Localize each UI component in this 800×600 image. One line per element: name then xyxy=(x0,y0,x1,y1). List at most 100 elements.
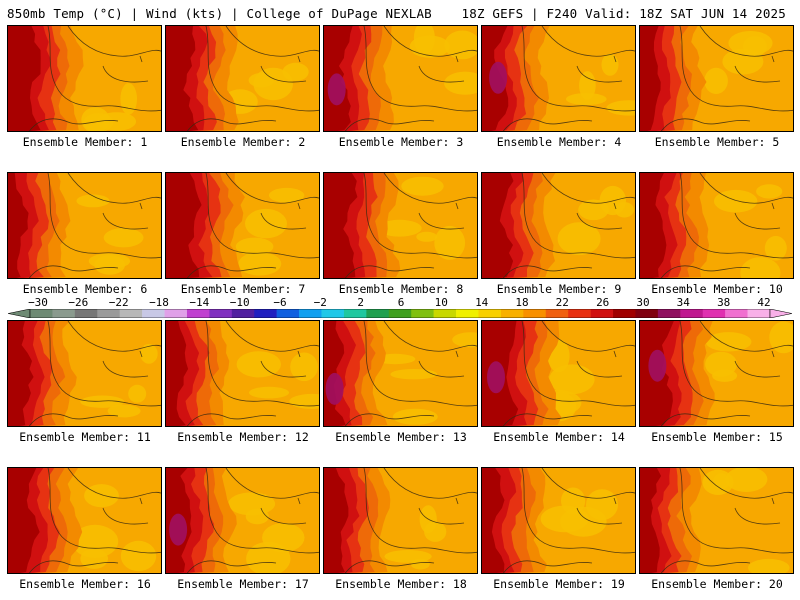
colorbar-tick-label: −30 xyxy=(28,296,48,309)
colorbar-swatch xyxy=(680,309,704,318)
colorbar-swatch xyxy=(590,309,614,318)
colorbar-tick-label: 26 xyxy=(596,296,610,309)
panel-label: Ensemble Member: 12 xyxy=(177,430,309,444)
ensemble-map-panel xyxy=(639,320,794,427)
colorbar-swatch xyxy=(523,309,547,318)
temperature-map xyxy=(166,321,319,426)
colorbar-tick-label: 38 xyxy=(717,296,731,309)
colorbar-swatch xyxy=(456,309,479,318)
temperature-map xyxy=(166,468,319,573)
colorbar-swatch xyxy=(231,309,255,318)
colorbar-swatch xyxy=(30,309,53,318)
colorbar-swatch xyxy=(164,309,188,318)
colorbar-swatch xyxy=(433,309,457,318)
temperature-map xyxy=(482,468,635,573)
ensemble-map-panel xyxy=(481,320,636,427)
ensemble-map-panel xyxy=(323,25,478,132)
ensemble-map-panel xyxy=(7,172,162,279)
ensemble-map-panel xyxy=(7,320,162,427)
panel-label: Ensemble Member: 1 xyxy=(22,135,148,149)
ensemble-map-panel xyxy=(481,467,636,574)
colorbar-tick-labels: −30 −26 −22 −18 −14 −10 −6 −2 2 6 10 14 18 22 26 30 34 38… xyxy=(0,296,800,310)
temperature-map xyxy=(324,26,477,131)
ensemble-map-panel xyxy=(639,467,794,574)
colorbar-tick-label: 2 xyxy=(357,296,364,309)
temperature-map xyxy=(8,26,161,131)
colorbar-swatch xyxy=(321,309,345,318)
colorbar-tick-label: −22 xyxy=(108,296,129,309)
ensemble-map-panel xyxy=(323,467,478,574)
panel-label: Ensemble Member: 17 xyxy=(177,577,309,591)
temperature-map xyxy=(166,26,319,131)
colorbar-swatch xyxy=(635,309,659,318)
colorbar-swatch xyxy=(568,309,591,318)
panel-label: Ensemble Member: 7 xyxy=(180,282,306,296)
header-title-right: 18Z GEFS | F240 Valid: 18Z SAT JUN 14 20… xyxy=(461,6,786,21)
colorbar-swatch xyxy=(74,309,98,318)
colorbar-tick-label: −26 xyxy=(68,296,89,309)
panel-label: Ensemble Member: 5 xyxy=(654,135,780,149)
panel-label: Ensemble Member: 14 xyxy=(493,430,625,444)
panel-label: Ensemble Member: 16 xyxy=(19,577,151,591)
ensemble-map-panel xyxy=(323,172,478,279)
panel-label: Ensemble Member: 11 xyxy=(19,430,151,444)
panel-label: Ensemble Member: 8 xyxy=(338,282,464,296)
colorbar-swatch xyxy=(276,309,300,318)
panel-label: Ensemble Member: 20 xyxy=(651,577,783,591)
colorbar-swatch xyxy=(97,309,120,318)
temperature-colorbar xyxy=(8,309,792,318)
panel-label: Ensemble Member: 15 xyxy=(651,430,783,444)
colorbar-tick-label: 18 xyxy=(515,296,529,309)
panel-label: Ensemble Member: 6 xyxy=(22,282,148,296)
colorbar-swatch xyxy=(545,309,569,318)
colorbar-swatch xyxy=(299,309,322,318)
colorbar-swatch xyxy=(702,309,726,318)
temperature-map xyxy=(8,321,161,426)
colorbar-tick-label: −6 xyxy=(273,296,287,309)
ensemble-map-panel xyxy=(481,172,636,279)
colorbar-swatch xyxy=(747,309,771,318)
ensemble-map-panel xyxy=(165,467,320,574)
colorbar-tick-label: 34 xyxy=(676,296,690,309)
ensemble-map-panel xyxy=(165,25,320,132)
temperature-map xyxy=(166,173,319,278)
colorbar-swatch xyxy=(366,309,390,318)
colorbar-swatch xyxy=(254,309,277,318)
ensemble-map-panel xyxy=(7,25,162,132)
temperature-map xyxy=(8,468,161,573)
temperature-map xyxy=(640,468,793,573)
colorbar-tick-label: 30 xyxy=(636,296,650,309)
panel-label: Ensemble Member: 2 xyxy=(180,135,306,149)
colorbar-swatch xyxy=(343,309,367,318)
temperature-map xyxy=(324,321,477,426)
temperature-map xyxy=(482,321,635,426)
colorbar-tick-label: 22 xyxy=(555,296,569,309)
ensemble-map-panel xyxy=(165,320,320,427)
colorbar-swatch xyxy=(613,309,636,318)
panel-label: Ensemble Member: 10 xyxy=(651,282,783,296)
colorbar-tick-label: −18 xyxy=(149,296,169,309)
temperature-map xyxy=(482,26,635,131)
colorbar-swatch xyxy=(52,309,76,318)
colorbar-tick-label: 14 xyxy=(475,296,489,309)
colorbar-tick-label: −10 xyxy=(229,296,250,309)
panel-label: Ensemble Member: 18 xyxy=(335,577,467,591)
ensemble-map-panel xyxy=(639,172,794,279)
panel-label: Ensemble Member: 3 xyxy=(338,135,464,149)
header-title-left: 850mb Temp (°C) | Wind (kts) | College o… xyxy=(7,6,432,21)
colorbar-swatch xyxy=(725,309,748,318)
ensemble-map-panel xyxy=(165,172,320,279)
colorbar-tick-label: −2 xyxy=(313,296,327,309)
colorbar-swatch xyxy=(657,309,681,318)
panel-label: Ensemble Member: 4 xyxy=(496,135,622,149)
colorbar-tick-label: 10 xyxy=(434,296,448,309)
temperature-map xyxy=(640,173,793,278)
colorbar-swatch xyxy=(142,309,165,318)
temperature-map xyxy=(324,173,477,278)
colorbar-tick-label: −14 xyxy=(189,296,210,309)
temperature-map xyxy=(640,321,793,426)
colorbar-swatch xyxy=(119,309,143,318)
ensemble-map-panel xyxy=(7,467,162,574)
colorbar-swatch xyxy=(388,309,412,318)
panel-label: Ensemble Member: 9 xyxy=(496,282,622,296)
